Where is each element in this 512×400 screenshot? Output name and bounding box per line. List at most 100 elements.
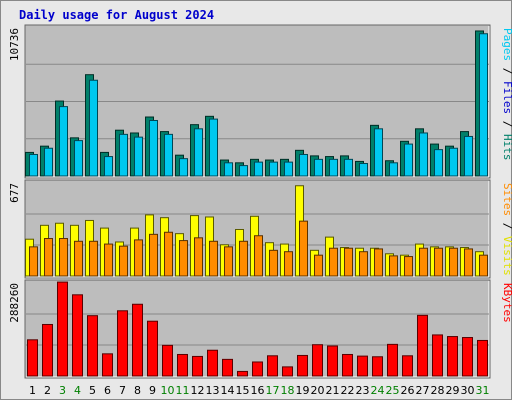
side-label-bottom: KBytes bbox=[501, 283, 512, 323]
side-label-part: Pages bbox=[501, 28, 512, 61]
day-label-17: 17 bbox=[266, 384, 280, 397]
bar-kbytes-5 bbox=[87, 315, 98, 377]
day-label-16: 16 bbox=[251, 384, 265, 397]
day-label-5: 5 bbox=[89, 384, 96, 397]
bar-kbytes-30 bbox=[462, 337, 473, 377]
bar-files-26 bbox=[404, 143, 413, 177]
bar-sites-10 bbox=[164, 231, 173, 277]
bar-kbytes-28 bbox=[432, 334, 443, 377]
bar-kbytes-12 bbox=[192, 355, 203, 377]
bar-sites-17 bbox=[269, 249, 278, 277]
bar-kbytes-26 bbox=[402, 355, 413, 377]
bar-kbytes-6 bbox=[102, 353, 113, 377]
day-label-8: 8 bbox=[134, 384, 141, 397]
bar-files-27 bbox=[419, 132, 428, 177]
day-label-25: 25 bbox=[386, 384, 400, 397]
bar-files-29 bbox=[449, 147, 458, 177]
bar-files-24 bbox=[374, 128, 383, 177]
bar-kbytes-20 bbox=[312, 344, 323, 377]
bar-kbytes-16 bbox=[252, 361, 263, 377]
bar-files-13 bbox=[209, 118, 218, 177]
day-label-6: 6 bbox=[104, 384, 111, 397]
bar-files-28 bbox=[434, 149, 443, 177]
bar-sites-6 bbox=[104, 243, 113, 277]
bar-files-18 bbox=[284, 161, 293, 177]
bar-kbytes-7 bbox=[117, 310, 128, 377]
bar-files-12 bbox=[194, 128, 203, 177]
bar-sites-11 bbox=[179, 240, 188, 277]
day-label-22: 22 bbox=[341, 384, 355, 397]
side-label-part: / bbox=[501, 216, 512, 236]
bar-files-3 bbox=[59, 106, 68, 177]
day-label-26: 26 bbox=[401, 384, 415, 397]
bar-kbytes-18 bbox=[282, 366, 293, 377]
bar-files-7 bbox=[119, 133, 128, 177]
bar-files-5 bbox=[89, 79, 98, 177]
bar-kbytes-11 bbox=[177, 353, 188, 377]
side-label-part: Visits bbox=[501, 236, 512, 276]
bar-kbytes-25 bbox=[387, 343, 398, 377]
side-label-middle: Sites / Visits bbox=[501, 183, 512, 276]
bar-kbytes-31 bbox=[477, 339, 488, 377]
bar-files-9 bbox=[149, 119, 158, 177]
day-label-14: 14 bbox=[221, 384, 235, 397]
day-label-27: 27 bbox=[416, 384, 430, 397]
bar-kbytes-10 bbox=[162, 344, 173, 377]
bar-kbytes-29 bbox=[447, 336, 458, 377]
ymax-label-middle: 677 bbox=[8, 183, 21, 203]
side-label-part: / bbox=[501, 61, 512, 81]
day-label-30: 30 bbox=[461, 384, 475, 397]
day-label-15: 15 bbox=[236, 384, 250, 397]
bar-sites-26 bbox=[404, 256, 413, 277]
bar-sites-8 bbox=[134, 239, 143, 277]
bar-sites-23 bbox=[359, 251, 368, 277]
chart-title: Daily usage for August 2024 bbox=[19, 8, 215, 22]
bar-files-2 bbox=[44, 147, 53, 177]
bar-kbytes-21 bbox=[327, 345, 338, 377]
bar-sites-28 bbox=[434, 247, 443, 277]
day-label-2: 2 bbox=[44, 384, 51, 397]
bar-kbytes-23 bbox=[357, 355, 368, 377]
day-label-11: 11 bbox=[176, 384, 190, 397]
bar-sites-30 bbox=[464, 248, 473, 277]
day-label-10: 10 bbox=[161, 384, 175, 397]
bar-sites-27 bbox=[419, 247, 428, 277]
bar-sites-1 bbox=[29, 246, 38, 277]
bar-files-10 bbox=[164, 133, 173, 177]
bar-sites-5 bbox=[89, 240, 98, 277]
bar-kbytes-9 bbox=[147, 320, 158, 377]
bar-sites-20 bbox=[314, 254, 323, 277]
bar-kbytes-22 bbox=[342, 353, 353, 377]
bar-files-1 bbox=[29, 153, 38, 177]
day-label-7: 7 bbox=[119, 384, 126, 397]
day-label-12: 12 bbox=[191, 384, 205, 397]
bar-files-17 bbox=[269, 161, 278, 177]
bar-sites-4 bbox=[74, 240, 83, 277]
day-label-20: 20 bbox=[311, 384, 325, 397]
ymax-label-top: 10736 bbox=[8, 28, 21, 61]
bar-kbytes-1 bbox=[27, 339, 38, 377]
bar-sites-14 bbox=[224, 246, 233, 277]
bar-sites-31 bbox=[479, 254, 488, 277]
bar-kbytes-27 bbox=[417, 314, 428, 377]
bar-files-4 bbox=[74, 140, 83, 177]
bar-kbytes-2 bbox=[42, 323, 53, 377]
bar-files-15 bbox=[239, 165, 248, 177]
bar-sites-22 bbox=[344, 247, 353, 277]
bar-sites-9 bbox=[149, 233, 158, 277]
bar-kbytes-3 bbox=[57, 281, 68, 377]
ymax-label-bottom: 288260 bbox=[8, 283, 21, 323]
day-label-1: 1 bbox=[29, 384, 36, 397]
bar-sites-24 bbox=[374, 248, 383, 277]
bar-sites-2 bbox=[44, 238, 53, 277]
bar-kbytes-14 bbox=[222, 358, 233, 377]
bar-sites-12 bbox=[194, 237, 203, 277]
bar-sites-29 bbox=[449, 247, 458, 277]
bar-files-6 bbox=[104, 156, 113, 177]
bar-sites-19 bbox=[299, 220, 308, 277]
day-label-9: 9 bbox=[149, 384, 156, 397]
bar-kbytes-15 bbox=[237, 370, 248, 377]
day-label-4: 4 bbox=[74, 384, 81, 397]
bar-sites-3 bbox=[59, 238, 68, 277]
side-label-part: / bbox=[501, 114, 512, 134]
